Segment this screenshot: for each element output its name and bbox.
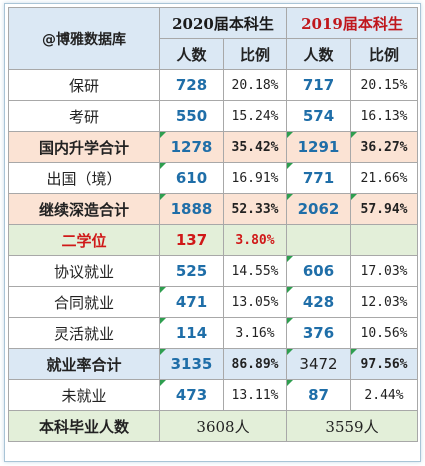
count-header-2019: 人数 [286, 38, 351, 70]
ratio-2020: 15.24% [223, 100, 287, 132]
ratio-2020: 16.91% [223, 162, 287, 194]
ratio-2019: 16.13% [350, 100, 418, 132]
count-2019: 3472 [286, 348, 351, 380]
column-group-2019: 2019届本科生 [286, 7, 418, 39]
brand-watermark: @博雅数据库 [8, 7, 160, 70]
count-2020: 471 [159, 286, 224, 318]
graduate-destination-table: @博雅数据库 2020届本科生 2019届本科生 人数 比例 人数 比例 保研 … [8, 7, 418, 442]
count-2019: 1291 [286, 131, 351, 163]
row-label: 国内升学合计 [8, 131, 160, 163]
ratio-2019: 97.56% [350, 348, 418, 380]
row-label: 就业率合计 [8, 348, 160, 380]
count-2019: 606 [286, 255, 351, 287]
ratio-2020: 35.42% [223, 131, 287, 163]
column-group-2020: 2020届本科生 [159, 7, 287, 39]
count-2020: 1278 [159, 131, 224, 163]
count-2019: 87 [286, 379, 351, 411]
total-row: 本科毕业人数 3608人 3559人 [8, 410, 418, 442]
row-label: 合同就业 [8, 286, 160, 318]
ratio-2019: 17.03% [350, 255, 418, 287]
ratio-2020: 20.18% [223, 69, 287, 101]
count-2020: 550 [159, 100, 224, 132]
ratio-2020: 3.80% [223, 224, 287, 256]
ratio-2019: 36.27% [350, 131, 418, 163]
count-2020: 525 [159, 255, 224, 287]
total-label: 本科毕业人数 [8, 410, 160, 442]
table-frame: @博雅数据库 2020届本科生 2019届本科生 人数 比例 人数 比例 保研 … [4, 3, 421, 462]
table-row: 国内升学合计 1278 35.42% 1291 36.27% [8, 131, 418, 163]
ratio-2020: 86.89% [223, 348, 287, 380]
table-row: 协议就业 525 14.55% 606 17.03% [8, 255, 418, 287]
ratio-header-2019: 比例 [350, 38, 418, 70]
row-label: 未就业 [8, 379, 160, 411]
table-row: 二学位 137 3.80% [8, 224, 418, 256]
count-2019: 2062 [286, 193, 351, 225]
table-row: 出国（境） 610 16.91% 771 21.66% [8, 162, 418, 194]
count-2020: 610 [159, 162, 224, 194]
row-label: 考研 [8, 100, 160, 132]
table-row: 灵活就业 114 3.16% 376 10.56% [8, 317, 418, 349]
ratio-2019: 10.56% [350, 317, 418, 349]
count-2019: 771 [286, 162, 351, 194]
row-label: 协议就业 [8, 255, 160, 287]
count-2019: 574 [286, 100, 351, 132]
ratio-2019: 2.44% [350, 379, 418, 411]
count-header-2020: 人数 [159, 38, 224, 70]
count-2020: 1888 [159, 193, 224, 225]
count-2019 [286, 224, 351, 256]
count-2020: 114 [159, 317, 224, 349]
ratio-2020: 13.05% [223, 286, 287, 318]
ratio-2020: 13.11% [223, 379, 287, 411]
total-2019: 3559人 [286, 410, 418, 442]
ratio-2019 [350, 224, 418, 256]
ratio-2020: 3.16% [223, 317, 287, 349]
row-label: 保研 [8, 69, 160, 101]
ratio-2019: 12.03% [350, 286, 418, 318]
ratio-2020: 52.33% [223, 193, 287, 225]
count-2020: 728 [159, 69, 224, 101]
count-2019: 717 [286, 69, 351, 101]
ratio-2020: 14.55% [223, 255, 287, 287]
count-2020: 3135 [159, 348, 224, 380]
table-row: 继续深造合计 1888 52.33% 2062 57.94% [8, 193, 418, 225]
table-row: 保研 728 20.18% 717 20.15% [8, 69, 418, 101]
table-row: 合同就业 471 13.05% 428 12.03% [8, 286, 418, 318]
count-2019: 428 [286, 286, 351, 318]
row-label: 二学位 [8, 224, 160, 256]
count-2019: 376 [286, 317, 351, 349]
ratio-2019: 21.66% [350, 162, 418, 194]
header-row: @博雅数据库 2020届本科生 2019届本科生 [8, 7, 418, 70]
row-label: 灵活就业 [8, 317, 160, 349]
ratio-2019: 57.94% [350, 193, 418, 225]
row-label: 出国（境） [8, 162, 160, 194]
table-row: 未就业 473 13.11% 87 2.44% [8, 379, 418, 411]
count-2020: 473 [159, 379, 224, 411]
total-2020: 3608人 [159, 410, 287, 442]
subheader-row: 人数 比例 人数 比例 [9, 38, 418, 70]
count-2020: 137 [159, 224, 224, 256]
table-row: 考研 550 15.24% 574 16.13% [8, 100, 418, 132]
ratio-header-2020: 比例 [223, 38, 287, 70]
table-row: 就业率合计 3135 86.89% 3472 97.56% [8, 348, 418, 380]
row-label: 继续深造合计 [8, 193, 160, 225]
ratio-2019: 20.15% [350, 69, 418, 101]
